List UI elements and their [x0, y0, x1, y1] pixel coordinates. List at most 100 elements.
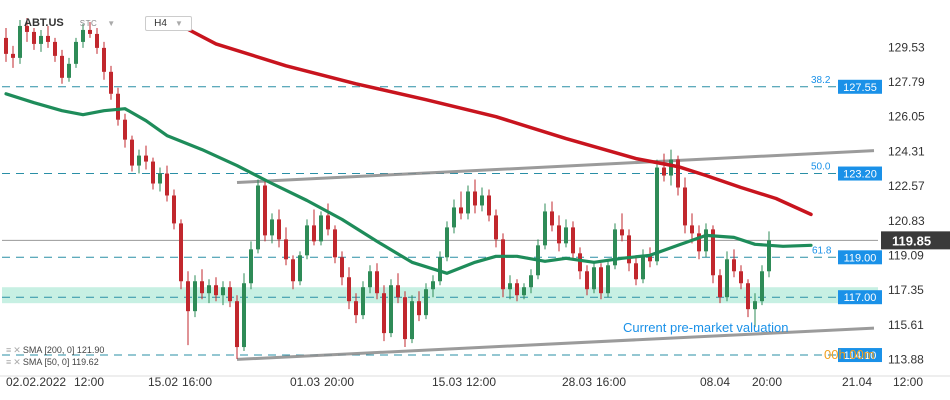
candle: [235, 295, 239, 360]
candle-body: [158, 173, 162, 184]
candle: [277, 209, 281, 248]
y-tick-label: 115.61: [888, 318, 924, 332]
candle: [158, 167, 162, 192]
candle: [508, 275, 512, 300]
candle: [725, 251, 729, 302]
candle-body: [697, 233, 701, 252]
candle-body: [592, 267, 596, 290]
candle: [249, 241, 253, 290]
level-value-box: [838, 348, 882, 363]
chevron-down-icon[interactable]: ▼: [107, 18, 116, 28]
candle: [207, 279, 211, 304]
candle-body: [606, 265, 610, 294]
candle: [452, 199, 456, 234]
candle: [130, 135, 134, 172]
candle: [599, 263, 603, 300]
candle-body: [438, 257, 442, 282]
candle: [375, 263, 379, 300]
candle-body: [662, 167, 666, 176]
candle-body: [67, 63, 71, 78]
candle: [753, 293, 757, 328]
candle-body: [249, 249, 253, 284]
x-axis: 02.02.2022 12:00 15.02 16:00 01.03 20:00 15.03…: [0, 375, 950, 389]
candle-body: [305, 225, 309, 256]
candle-body: [634, 263, 638, 280]
trend-channel: [236, 149, 875, 361]
candle: [522, 283, 526, 300]
candle: [473, 179, 477, 214]
legend-sma50[interactable]: ≡ ✕ SMA [50, 0] 119.62: [6, 356, 104, 368]
candle-body: [368, 271, 372, 288]
x-tick-label: 20:00: [324, 375, 354, 389]
symbol-label[interactable]: ABT.US: [24, 17, 64, 29]
candle: [200, 269, 204, 300]
timeframe-selector[interactable]: H4 ▼: [145, 15, 192, 31]
candle: [172, 189, 176, 230]
candle: [347, 267, 351, 310]
candle-body: [641, 255, 645, 280]
candle: [480, 187, 484, 212]
candle: [340, 251, 344, 286]
close-icon[interactable]: ✕: [13, 345, 21, 355]
candle-body: [88, 29, 92, 34]
candle: [326, 203, 330, 236]
candle-body: [179, 223, 183, 282]
candle-body: [340, 257, 344, 278]
candle-body: [669, 159, 673, 176]
candle-body: [144, 155, 148, 162]
candle: [585, 265, 589, 296]
candle: [368, 265, 372, 294]
legend-sma200[interactable]: ≡ ✕ SMA [200, 0] 121.90: [6, 344, 104, 356]
candle: [410, 295, 414, 344]
candle-body: [60, 55, 64, 78]
candle: [620, 213, 624, 242]
candle: [760, 265, 764, 306]
candle: [690, 213, 694, 244]
candle-body: [487, 195, 491, 216]
candle-body: [599, 267, 603, 294]
candle-body: [32, 31, 36, 44]
candle-body: [480, 195, 484, 206]
candle-body: [389, 285, 393, 334]
candle: [711, 225, 715, 284]
close-icon[interactable]: ✕: [13, 357, 21, 367]
candle-body: [137, 155, 141, 166]
y-tick-label: 127.79: [888, 75, 925, 89]
candle: [60, 49, 64, 84]
channel-upper-line: [236, 149, 875, 185]
candle-body: [221, 287, 225, 296]
candle: [137, 149, 141, 174]
candle-body: [620, 229, 624, 236]
y-tick-label: 117.35: [888, 283, 924, 297]
candle-body: [711, 229, 715, 276]
candle-body: [193, 281, 197, 312]
candle-body: [739, 271, 743, 284]
candle-body: [382, 293, 386, 334]
level-value-label: 119.00: [844, 252, 877, 264]
candle-body: [312, 225, 316, 242]
candle-body: [732, 259, 736, 272]
candle-body: [585, 271, 589, 290]
candle: [186, 271, 190, 346]
settings-icon[interactable]: ≡: [6, 345, 12, 355]
candle-body: [214, 285, 218, 296]
candle-body: [11, 53, 15, 58]
x-tick-label: 08.04: [700, 375, 730, 389]
candle: [543, 203, 547, 250]
candle-body: [165, 173, 169, 196]
chart-toolbar: ABT.US STC ▼ H4 ▼: [4, 14, 192, 32]
candle-body: [466, 191, 470, 214]
candle: [193, 275, 197, 318]
candle: [613, 223, 617, 270]
candle: [25, 17, 29, 42]
settings-icon[interactable]: ≡: [6, 357, 12, 367]
candle: [704, 223, 708, 258]
candle-body: [550, 211, 554, 226]
candle: [592, 261, 596, 294]
candle-body: [172, 195, 176, 224]
chevron-down-icon: ▼: [174, 18, 183, 28]
y-tick-label: 119.09: [888, 249, 924, 263]
candle: [718, 269, 722, 304]
candle: [305, 219, 309, 260]
